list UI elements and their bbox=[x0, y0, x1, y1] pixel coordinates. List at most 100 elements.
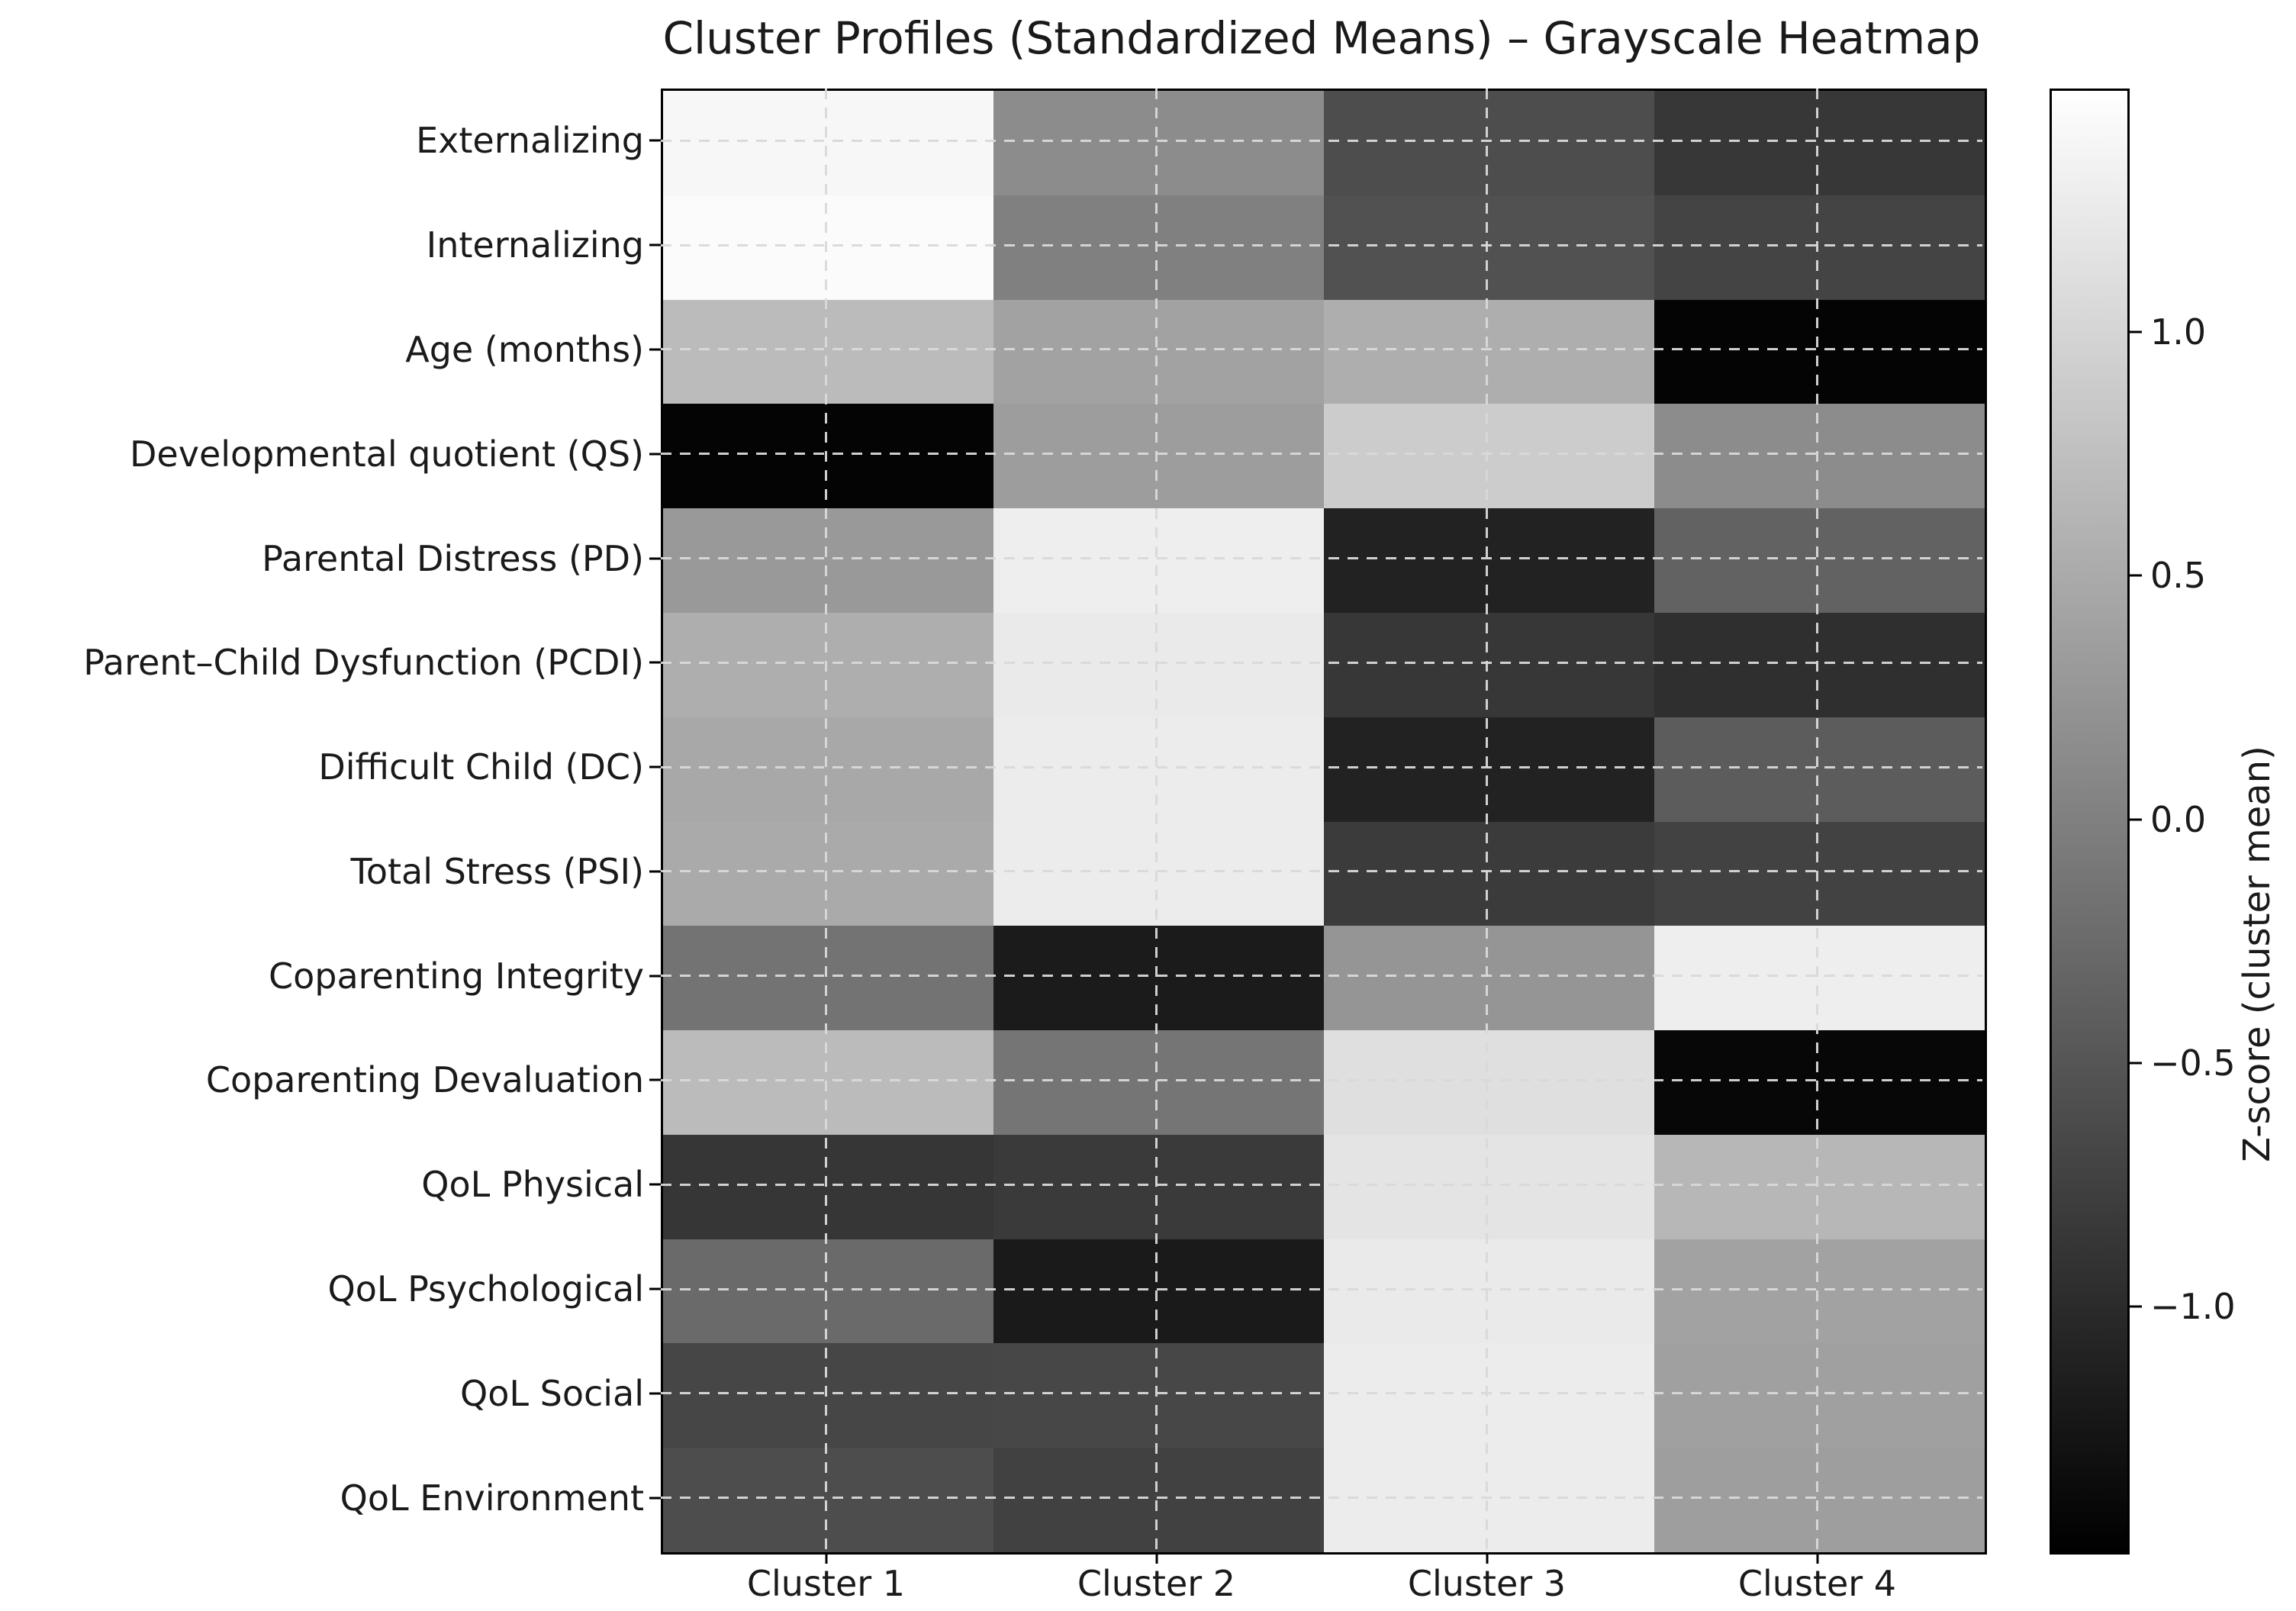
heatmap-cell bbox=[993, 1030, 1324, 1135]
heatmap-cell bbox=[663, 91, 993, 195]
heatmap-grid bbox=[661, 89, 1987, 1555]
heatmap-cell bbox=[1654, 1239, 1985, 1344]
y-tick-label: Parental Distress (PD) bbox=[262, 537, 644, 579]
heatmap-cell bbox=[1654, 91, 1985, 195]
heatmap-cell bbox=[1654, 299, 1985, 404]
y-tick-label: QoL Social bbox=[460, 1372, 644, 1414]
y-tick-mark bbox=[649, 348, 661, 351]
y-tick-label: Parent–Child Dysfunction (PCDI) bbox=[83, 642, 644, 684]
heatmap-cell bbox=[663, 404, 993, 509]
heatmap-cell bbox=[1324, 612, 1654, 717]
y-tick-mark bbox=[649, 139, 661, 142]
heatmap-cell bbox=[663, 508, 993, 613]
heatmap-cell bbox=[993, 1239, 1324, 1344]
heatmap-cell bbox=[1654, 1343, 1985, 1448]
y-tick-label: Coparenting Devaluation bbox=[205, 1059, 644, 1101]
y-tick-mark bbox=[649, 870, 661, 873]
x-tick-label: Cluster 3 bbox=[1407, 1563, 1567, 1604]
y-tick-label: Total Stress (PSI) bbox=[350, 850, 644, 892]
y-tick-mark bbox=[649, 557, 661, 560]
chart-title: Cluster Profiles (Standardized Means) – … bbox=[662, 12, 1981, 64]
y-tick-mark bbox=[649, 453, 661, 456]
y-tick-label: QoL Environment bbox=[340, 1477, 644, 1519]
y-tick-mark bbox=[649, 765, 661, 768]
heatmap-cell bbox=[1324, 1239, 1654, 1344]
heatmap-cell bbox=[1324, 821, 1654, 926]
colorbar-tick-label: 1.0 bbox=[2150, 311, 2207, 353]
y-tick-label: Developmental quotient (QS) bbox=[130, 433, 644, 475]
heatmap-cell bbox=[993, 404, 1324, 509]
heatmap-cell bbox=[1654, 1448, 1985, 1552]
heatmap-cell bbox=[993, 821, 1324, 926]
colorbar-tick-mark bbox=[2130, 1062, 2142, 1065]
y-tick-label: Externalizing bbox=[416, 120, 644, 162]
heatmap-cell bbox=[1324, 91, 1654, 195]
y-tick-mark bbox=[649, 1183, 661, 1186]
colorbar-tick-mark bbox=[2130, 330, 2142, 333]
x-tick-mark bbox=[1155, 1552, 1158, 1564]
heatmap-cell bbox=[663, 1343, 993, 1448]
colorbar-tick-label: 0.5 bbox=[2150, 555, 2207, 597]
colorbar-tick-label: 0.0 bbox=[2150, 798, 2207, 840]
heatmap-cell bbox=[1654, 404, 1985, 509]
heatmap-cell bbox=[1324, 1448, 1654, 1552]
heatmap-cell bbox=[663, 1134, 993, 1239]
heatmap-cell bbox=[663, 821, 993, 926]
heatmap-cell bbox=[993, 1343, 1324, 1448]
heatmap-cell bbox=[1654, 821, 1985, 926]
heatmap-cell bbox=[663, 1239, 993, 1344]
x-tick-mark bbox=[1816, 1552, 1818, 1564]
y-tick-mark bbox=[649, 1392, 661, 1395]
y-tick-mark bbox=[649, 243, 661, 246]
heatmap-cell bbox=[1324, 1134, 1654, 1239]
y-tick-label: Internalizing bbox=[426, 224, 644, 266]
colorbar-tick-mark bbox=[2130, 818, 2142, 820]
y-tick-mark bbox=[649, 661, 661, 664]
x-tick-label: Cluster 1 bbox=[746, 1563, 906, 1604]
heatmap-cell bbox=[993, 926, 1324, 1031]
heatmap-cell bbox=[1654, 612, 1985, 717]
heatmap-cell bbox=[1654, 1134, 1985, 1239]
heatmap-cell bbox=[663, 299, 993, 404]
heatmap-cell bbox=[1654, 926, 1985, 1031]
x-tick-mark bbox=[825, 1552, 827, 1564]
heatmap-cell bbox=[663, 926, 993, 1031]
colorbar-axis-label: Z-score (cluster mean) bbox=[2236, 746, 2278, 1162]
heatmap-cell bbox=[1324, 508, 1654, 613]
heatmap-cell bbox=[993, 1134, 1324, 1239]
colorbar bbox=[2050, 89, 2130, 1555]
heatmap-cell bbox=[1324, 404, 1654, 509]
heatmap-cell bbox=[993, 612, 1324, 717]
heatmap-cell bbox=[1324, 195, 1654, 300]
heatmap-cell bbox=[993, 299, 1324, 404]
heatmap-cell bbox=[663, 717, 993, 822]
heatmap-cell bbox=[993, 508, 1324, 613]
heatmap-cell bbox=[993, 1448, 1324, 1552]
y-tick-label: Difficult Child (DC) bbox=[318, 746, 644, 788]
heatmap-cell bbox=[1324, 1030, 1654, 1135]
y-tick-label: Coparenting Integrity bbox=[268, 955, 644, 997]
heatmap-cell bbox=[1654, 1030, 1985, 1135]
heatmap-cell bbox=[663, 195, 993, 300]
heatmap-cell bbox=[1324, 299, 1654, 404]
heatmap-cell bbox=[663, 612, 993, 717]
colorbar-tick-label: −0.5 bbox=[2150, 1042, 2236, 1084]
heatmap-cell bbox=[663, 1030, 993, 1135]
heatmap-cell bbox=[1654, 195, 1985, 300]
y-tick-mark bbox=[649, 1287, 661, 1290]
y-tick-mark bbox=[649, 1078, 661, 1081]
heatmap-cell bbox=[1324, 1343, 1654, 1448]
colorbar-tick-label: −1.0 bbox=[2150, 1285, 2236, 1327]
y-tick-label: QoL Physical bbox=[421, 1164, 644, 1206]
heatmap-cell bbox=[993, 717, 1324, 822]
y-tick-label: QoL Psychological bbox=[327, 1268, 644, 1310]
heatmap-cell bbox=[1324, 717, 1654, 822]
y-tick-label: Age (months) bbox=[405, 328, 644, 370]
heatmap-cell bbox=[993, 195, 1324, 300]
y-tick-mark bbox=[649, 975, 661, 978]
x-tick-mark bbox=[1486, 1552, 1488, 1564]
x-tick-label: Cluster 4 bbox=[1737, 1563, 1897, 1604]
heatmap-cell bbox=[1324, 926, 1654, 1031]
colorbar-tick-mark bbox=[2130, 574, 2142, 577]
